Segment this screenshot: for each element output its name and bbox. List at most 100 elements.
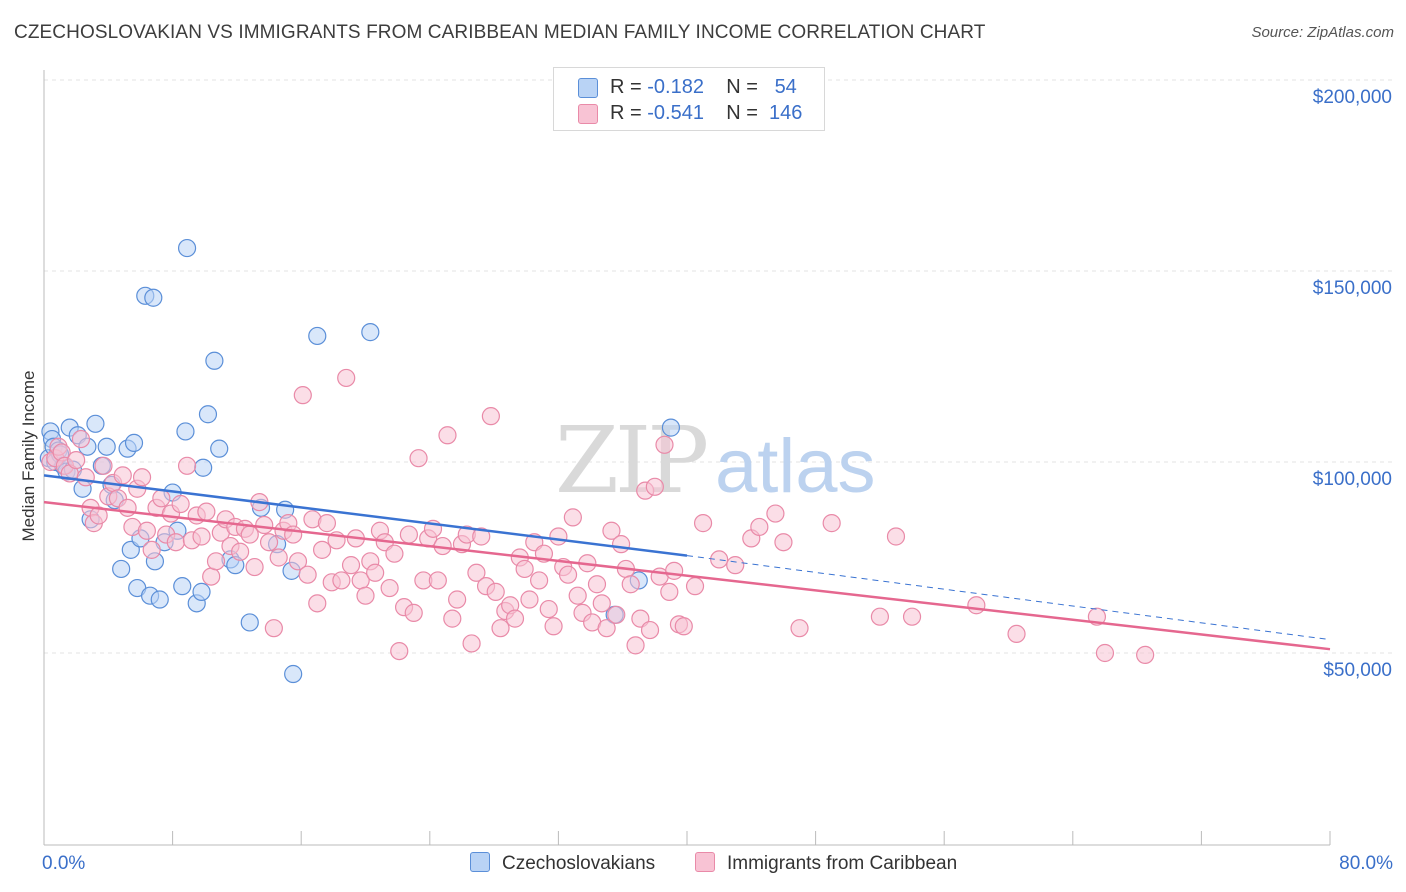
data-point (886, 527, 906, 546)
data-point (113, 466, 132, 485)
data-point (298, 565, 317, 584)
data-point (293, 386, 312, 405)
data-point (176, 422, 195, 441)
data-point (166, 533, 185, 552)
r-label: R = (610, 76, 642, 98)
data-point (385, 544, 404, 563)
data-point (118, 498, 137, 517)
trend-lines (43, 474, 1331, 651)
data-point (462, 634, 481, 653)
data-point (472, 527, 491, 546)
data-point (341, 556, 361, 575)
data-point (269, 548, 288, 567)
n-value: 54 (774, 76, 797, 98)
n-label: N = (726, 76, 758, 98)
n-value: 146 (769, 102, 803, 124)
correlation-legend: R = -0.182 N = 54 R = -0.541 N = 146 (553, 67, 825, 131)
data-point (665, 561, 684, 580)
carib-swatch (578, 104, 598, 124)
data-point (790, 619, 809, 638)
data-point (284, 664, 303, 684)
data-point (259, 533, 279, 552)
data-point (76, 468, 95, 487)
data-point (726, 556, 745, 575)
data-point (332, 571, 351, 590)
data-point (766, 504, 785, 523)
watermark-zip: ZIP (555, 407, 706, 514)
data-point (194, 458, 213, 477)
data-point (284, 525, 303, 544)
y-tick-label: $200,000 (1313, 87, 1392, 108)
data-point (530, 571, 549, 590)
data-point (1095, 643, 1115, 663)
data-point (505, 609, 525, 628)
data-point (152, 489, 171, 508)
data-point (645, 477, 664, 496)
data-point (308, 594, 327, 613)
data-point (390, 641, 409, 661)
data-point (544, 617, 563, 636)
data-point (399, 525, 419, 544)
data-point (192, 582, 211, 601)
data-point (481, 407, 500, 426)
y-tick-label: $50,000 (1323, 660, 1392, 681)
data-point (94, 456, 113, 475)
data-point (132, 468, 152, 487)
data-point (661, 418, 681, 437)
data-point (150, 590, 169, 609)
data-point (448, 590, 467, 609)
data-point (245, 557, 264, 577)
data-point (308, 326, 327, 346)
data-point (144, 288, 163, 307)
data-point (592, 594, 611, 613)
n-label: N = (726, 102, 758, 124)
data-point (685, 577, 705, 596)
data-point (86, 414, 105, 433)
data-point (602, 521, 621, 540)
data-point (539, 599, 558, 619)
data-point (491, 619, 510, 638)
data-point (177, 456, 197, 475)
data-point (366, 563, 385, 582)
data-point (288, 552, 308, 571)
data-point (210, 439, 229, 458)
data-point (231, 542, 250, 561)
data-point (626, 636, 645, 655)
data-point (549, 527, 568, 546)
y-axis-label: Median Family Income (19, 370, 38, 541)
data-point (660, 582, 679, 601)
data-point (640, 620, 660, 640)
data-point (607, 605, 626, 624)
data-point (337, 368, 356, 388)
watermark-atlas: atlas (715, 424, 876, 509)
data-point (655, 435, 674, 454)
trend-line-czechoslovakians-extension (686, 555, 1331, 641)
data-point (361, 323, 380, 342)
data-point (558, 565, 578, 584)
data-point (822, 514, 841, 533)
data-point (240, 613, 259, 632)
data-point (870, 607, 890, 626)
data-point (198, 405, 218, 424)
data-point (621, 575, 640, 594)
data-point (563, 508, 582, 527)
data-point (515, 559, 534, 579)
data-point (67, 450, 86, 470)
carib-legend-swatch (695, 852, 715, 872)
data-point (171, 494, 190, 514)
data-point (137, 521, 156, 540)
bottom-legend-czech: Czechoslovakians (470, 852, 655, 875)
czech-swatch (578, 78, 598, 98)
data-point (89, 506, 108, 525)
x-tick-label: 80.0% (1339, 853, 1393, 874)
data-point (428, 571, 447, 590)
carib-legend-label: Immigrants from Caribbean (727, 853, 958, 874)
data-point (356, 586, 375, 605)
data-point (568, 586, 587, 605)
data-point (264, 619, 283, 638)
y-tick-label: $150,000 (1313, 278, 1392, 299)
data-point (597, 619, 616, 638)
data-point (255, 515, 274, 535)
trend-line-czechoslovakians (43, 474, 688, 557)
